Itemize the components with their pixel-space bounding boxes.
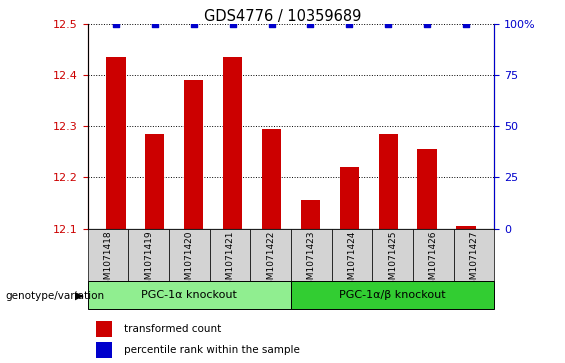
Point — [306, 21, 315, 26]
Text: GSM1071426: GSM1071426 — [429, 230, 438, 291]
Bar — [332, 229, 372, 281]
Text: GSM1071422: GSM1071422 — [266, 230, 275, 291]
Text: GDS4776 / 10359689: GDS4776 / 10359689 — [204, 9, 361, 24]
Point — [345, 21, 354, 26]
Bar — [223, 57, 242, 229]
Bar — [145, 134, 164, 229]
Text: PGC-1α knockout: PGC-1α knockout — [141, 290, 237, 300]
Bar — [184, 80, 203, 229]
Text: GSM1071423: GSM1071423 — [307, 230, 316, 291]
Bar — [454, 229, 494, 281]
Point — [267, 21, 276, 26]
Bar — [169, 229, 210, 281]
Point — [228, 21, 237, 26]
Bar — [210, 229, 250, 281]
Text: GSM1071427: GSM1071427 — [470, 230, 479, 291]
Bar — [291, 281, 494, 309]
Text: GSM1071418: GSM1071418 — [103, 230, 112, 291]
Bar — [88, 281, 291, 309]
Bar — [372, 229, 413, 281]
Text: GSM1071425: GSM1071425 — [388, 230, 397, 291]
Point — [423, 21, 432, 26]
Text: genotype/variation: genotype/variation — [6, 291, 105, 301]
Bar — [95, 342, 112, 358]
Bar — [262, 129, 281, 229]
Bar — [128, 229, 169, 281]
Point — [189, 21, 198, 26]
Text: GSM1071419: GSM1071419 — [144, 230, 153, 291]
Point — [150, 21, 159, 26]
Point — [384, 21, 393, 26]
Text: transformed count: transformed count — [124, 324, 221, 334]
Text: GSM1071420: GSM1071420 — [185, 230, 194, 291]
Bar — [418, 149, 437, 229]
Bar — [413, 229, 454, 281]
Text: ▶: ▶ — [75, 291, 84, 301]
Bar — [379, 134, 398, 229]
Text: percentile rank within the sample: percentile rank within the sample — [124, 345, 300, 355]
Point — [111, 21, 120, 26]
Text: PGC-1α/β knockout: PGC-1α/β knockout — [340, 290, 446, 300]
Text: GSM1071424: GSM1071424 — [347, 230, 357, 291]
Bar — [340, 167, 359, 229]
Text: GSM1071421: GSM1071421 — [225, 230, 234, 291]
Bar — [88, 229, 128, 281]
Point — [462, 21, 471, 26]
Bar — [457, 226, 476, 229]
Bar — [291, 229, 332, 281]
Bar — [95, 321, 112, 337]
Bar — [106, 57, 125, 229]
Bar — [301, 200, 320, 229]
Bar — [250, 229, 291, 281]
